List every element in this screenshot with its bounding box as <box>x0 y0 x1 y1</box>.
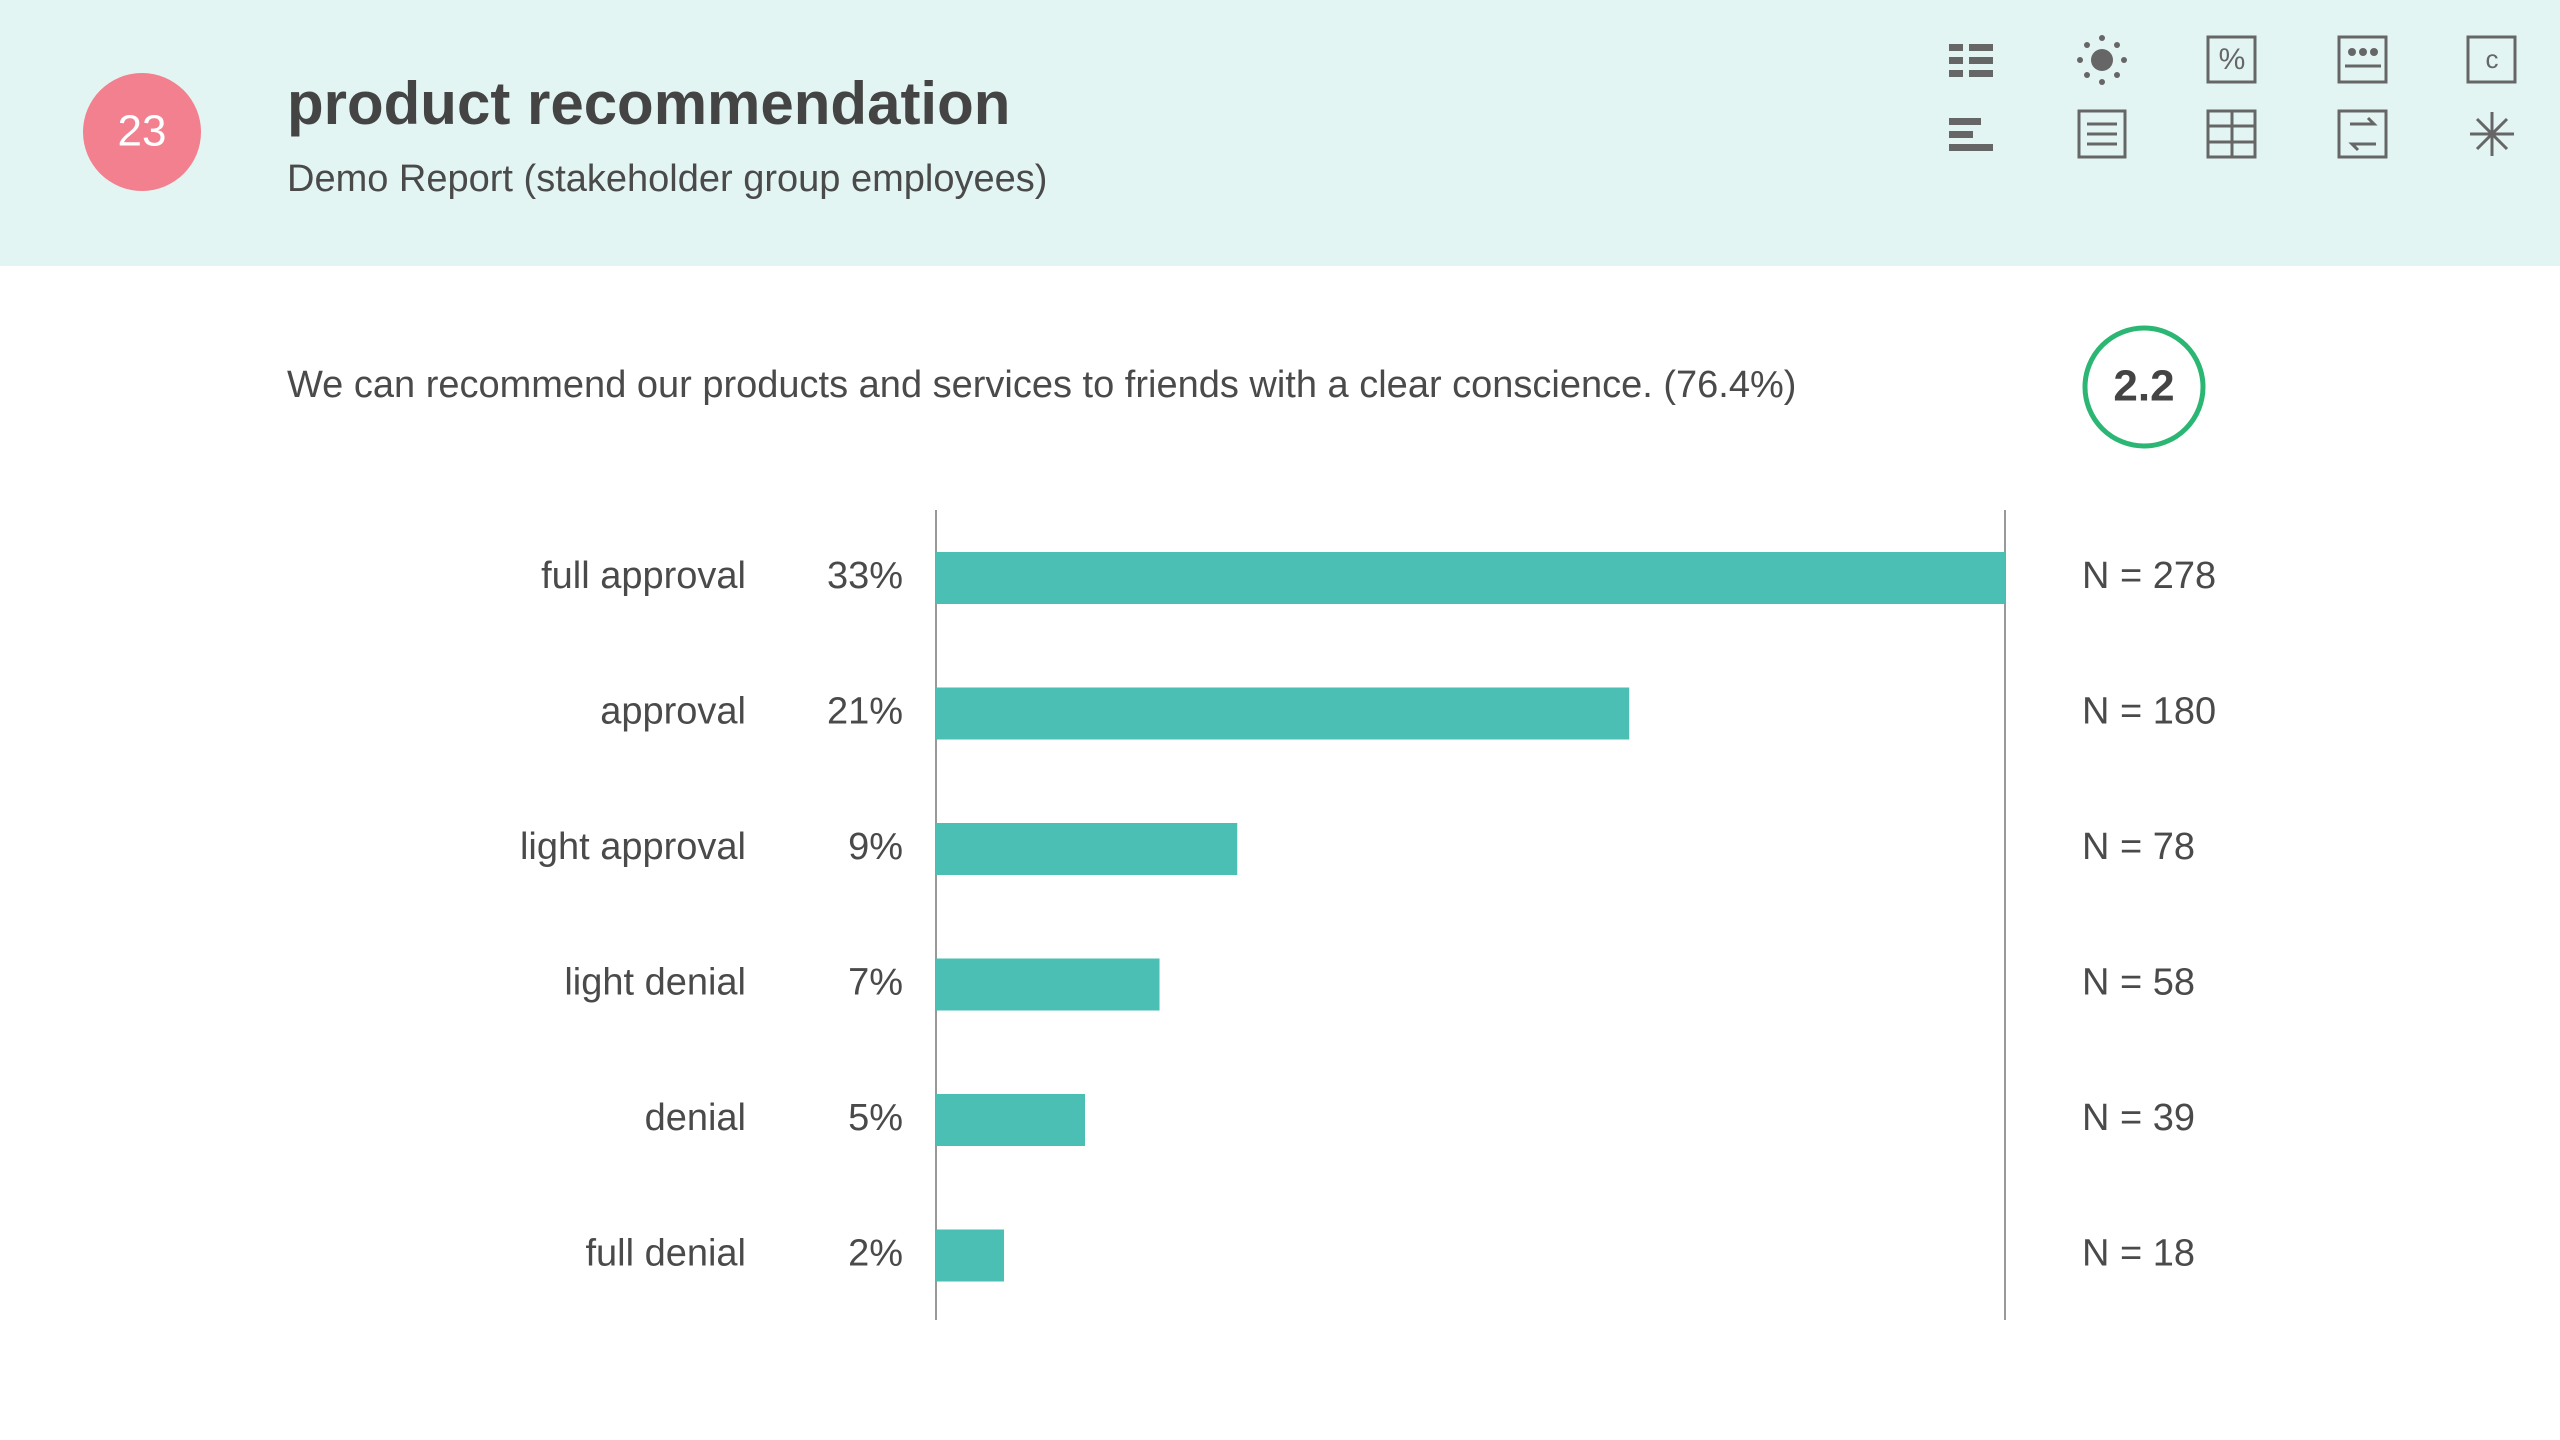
count-label: N = 278 <box>2082 555 2216 597</box>
svg-text:c: c <box>2486 44 2499 74</box>
bar <box>936 1229 1005 1282</box>
icon-dots[interactable] <box>2337 35 2388 84</box>
value-label: 9% <box>848 826 903 868</box>
icon-sun[interactable] <box>2077 35 2127 85</box>
value-label: 7% <box>848 962 903 1004</box>
title: product recommendation <box>287 70 1010 137</box>
bar <box>936 1094 1086 1146</box>
bar <box>936 552 2005 604</box>
category-label: full approval <box>541 555 746 597</box>
value-label: 5% <box>848 1097 903 1139</box>
icon-sparkle[interactable] <box>2470 112 2514 156</box>
value-label: 33% <box>827 555 903 597</box>
icon-percent[interactable]: % <box>2206 35 2257 84</box>
bar <box>936 687 1630 740</box>
icon-list[interactable] <box>1949 44 1993 77</box>
icon-bars[interactable] <box>1949 118 1993 151</box>
badge-number: 23 <box>118 107 167 156</box>
subtitle: Demo Report (stakeholder group employees… <box>287 158 1047 200</box>
icon-c[interactable]: c <box>2466 35 2517 84</box>
value-label: 2% <box>848 1233 903 1275</box>
score: 2.2 <box>2113 362 2174 411</box>
value-label: 21% <box>827 691 903 733</box>
category-label: approval <box>600 691 746 733</box>
question: We can recommend our products and servic… <box>287 364 1796 406</box>
score-circle <box>2082 325 2206 449</box>
svg-text:%: % <box>2219 43 2246 76</box>
category-label: denial <box>645 1097 746 1139</box>
count-label: N = 18 <box>2082 1233 2195 1275</box>
count-label: N = 78 <box>2082 826 2195 868</box>
toolbar: % c <box>1949 35 2517 159</box>
icon-doc[interactable] <box>2077 109 2127 159</box>
count-label: N = 180 <box>2082 691 2216 733</box>
category-label: full denial <box>585 1233 746 1275</box>
header-bg <box>0 0 2560 266</box>
icon-swap[interactable] <box>2337 109 2388 159</box>
count-label: N = 39 <box>2082 1097 2195 1139</box>
icon-grid[interactable] <box>2206 109 2257 159</box>
badge <box>83 73 201 191</box>
bar <box>936 958 1160 1011</box>
category-label: light denial <box>564 962 746 1004</box>
count-label: N = 58 <box>2082 962 2195 1004</box>
category-label: light approval <box>520 826 746 868</box>
bar <box>936 823 1238 875</box>
